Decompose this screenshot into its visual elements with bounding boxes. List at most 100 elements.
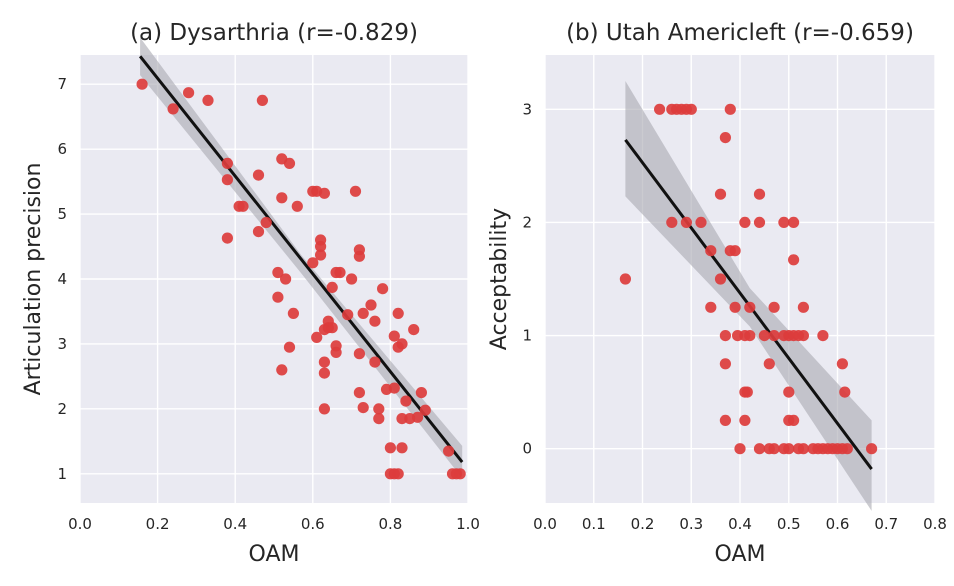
data-point <box>392 341 404 353</box>
y-axis-label-utah-americleft: Acceptability <box>487 208 512 350</box>
data-point <box>685 103 697 115</box>
data-point <box>307 257 319 269</box>
data-point <box>724 103 736 115</box>
data-point <box>788 414 800 426</box>
data-point <box>454 468 466 480</box>
data-point <box>272 266 284 279</box>
x-tick-label: 0.8 <box>378 515 402 533</box>
x-tick-label: 0.2 <box>631 515 655 533</box>
data-point <box>353 387 365 399</box>
data-point <box>373 413 385 425</box>
y-tick-label: 7 <box>57 75 67 93</box>
x-ticks-utah-americleft: 0.0 0.1 0.2 0.3 0.4 0.5 0.6 0.7 0.8 <box>533 515 947 533</box>
panel-utah-americleft: 0.0 0.1 0.2 0.3 0.4 0.5 0.6 0.7 0.8 0 1 2 3 (b) Uta… <box>487 20 947 567</box>
data-point <box>839 386 851 398</box>
data-point <box>373 403 385 415</box>
data-point <box>330 346 342 358</box>
data-point <box>252 169 265 181</box>
data-point <box>287 307 299 319</box>
data-point <box>369 356 381 368</box>
data-point <box>753 216 766 228</box>
data-point <box>326 281 338 293</box>
data-point <box>705 301 717 313</box>
data-point <box>729 245 741 257</box>
data-point <box>349 185 362 197</box>
data-point <box>384 442 396 454</box>
x-tick-label: 0.0 <box>533 515 557 533</box>
x-tick-label: 0.1 <box>582 515 606 533</box>
ci-band-utah-americleft <box>625 81 872 511</box>
data-point <box>396 413 408 425</box>
data-point <box>719 414 732 426</box>
points-dysarthria <box>136 78 466 480</box>
confidence-band <box>625 81 872 511</box>
data-point <box>719 132 732 144</box>
points-utah-americleft <box>619 103 878 455</box>
y-tick-label: 1 <box>57 465 67 483</box>
data-point <box>619 273 632 285</box>
data-point <box>408 324 420 336</box>
data-point <box>311 331 323 343</box>
data-point <box>763 358 775 370</box>
data-point <box>841 443 853 455</box>
data-point <box>797 301 810 313</box>
data-point <box>315 240 327 253</box>
data-point <box>334 266 346 279</box>
data-point <box>221 157 233 169</box>
data-point <box>272 291 284 303</box>
regression-line <box>138 55 464 464</box>
data-point <box>400 395 412 407</box>
grid-utah-americleft <box>544 55 936 503</box>
y-tick-label: 2 <box>57 400 67 418</box>
data-point <box>388 330 400 342</box>
x-tick-label: 0.5 <box>777 515 801 533</box>
x-tick-label: 0.6 <box>301 515 325 533</box>
data-point <box>256 94 268 106</box>
x-tick-label: 0.4 <box>728 515 752 533</box>
data-point <box>768 301 780 313</box>
data-point <box>836 358 849 370</box>
data-point <box>365 299 377 311</box>
data-point <box>788 254 800 266</box>
data-point <box>778 216 790 228</box>
data-point <box>419 404 431 416</box>
data-point <box>318 367 330 379</box>
data-point <box>276 192 288 204</box>
y-tick-label: 0 <box>522 440 532 458</box>
x-tick-label: 0.3 <box>679 515 703 533</box>
x-tick-label: 0.8 <box>923 515 947 533</box>
data-point <box>237 200 249 212</box>
data-point <box>753 443 766 455</box>
y-tick-label: 4 <box>57 270 67 288</box>
chart-title-dysarthria: (a) Dysarthria (r=-0.829) <box>130 20 418 46</box>
data-point <box>412 411 424 423</box>
data-point <box>221 174 233 186</box>
data-point <box>753 188 766 200</box>
data-point <box>283 157 296 169</box>
y-tick-label: 2 <box>522 213 532 231</box>
data-point <box>797 443 810 455</box>
data-point <box>768 330 780 342</box>
x-axis-label-utah-americleft: OAM <box>715 542 766 567</box>
data-point <box>719 330 732 342</box>
data-point <box>783 386 795 398</box>
data-point <box>260 216 272 229</box>
data-point <box>357 402 369 414</box>
data-point <box>326 322 338 334</box>
data-point <box>415 387 427 399</box>
y-axis-label-dysarthria: Articulation precision <box>21 163 46 396</box>
data-point <box>817 330 829 342</box>
data-point <box>202 94 214 106</box>
data-point <box>342 309 354 321</box>
data-point <box>276 364 288 376</box>
data-point <box>136 78 148 90</box>
data-point <box>734 443 746 455</box>
data-point <box>866 443 878 455</box>
data-point <box>369 315 381 327</box>
data-point <box>377 283 389 295</box>
y-tick-label: 5 <box>57 205 67 223</box>
data-point <box>388 382 400 394</box>
data-point <box>318 403 330 415</box>
x-tick-label: 1.0 <box>456 515 480 533</box>
data-point <box>714 273 727 285</box>
